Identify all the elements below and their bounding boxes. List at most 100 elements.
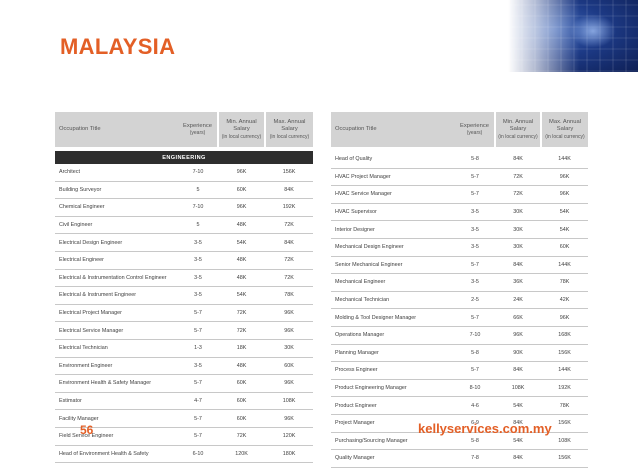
experience-cell: 7-10 xyxy=(178,198,218,217)
experience-cell: 5-7 xyxy=(178,409,218,428)
header-occupation-title: Occupation Title xyxy=(331,112,455,147)
table-row: HVAC Service Manager 5-7 72K 96K xyxy=(331,185,588,204)
experience-cell: 3-5 xyxy=(455,273,495,292)
experience-cell: 3-5 xyxy=(178,357,218,376)
table-row: HVAC Supervisor 3-5 30K 54K xyxy=(331,203,588,222)
max-salary-cell: 120K xyxy=(265,427,313,446)
min-salary-cell: 54K xyxy=(218,233,265,252)
website-link[interactable]: kellyservices.com.my xyxy=(418,421,552,436)
max-salary-cell: 78K xyxy=(541,396,588,415)
header-max-salary-label: Max. Annual Salary xyxy=(549,119,581,133)
header-min-salary-unit: (in local currency) xyxy=(221,133,262,140)
header-min-salary: Min. Annual Salary (in local currency) xyxy=(217,112,265,147)
max-salary-cell: 60K xyxy=(265,357,313,376)
min-salary-cell: 72K xyxy=(218,321,265,340)
header-max-salary: Max. Annual Salary (in local currency) xyxy=(540,112,588,147)
experience-cell: 5-7 xyxy=(178,304,218,323)
header-experience: Experience (years) xyxy=(178,112,218,147)
max-salary-cell: 72K xyxy=(265,269,313,288)
table-row: Environment Engineer 3-5 48K 60K xyxy=(55,357,313,376)
occupation-cell: Interior Designer xyxy=(331,220,455,239)
experience-cell: 5-7 xyxy=(455,185,495,204)
table-row: Purchasing/Sourcing Manager 5-8 54K 108K xyxy=(331,432,588,451)
min-salary-cell: 72K xyxy=(218,427,265,446)
corner-circuit-graphic xyxy=(508,0,638,72)
experience-cell: 3-5 xyxy=(178,269,218,288)
occupation-cell: Mechanical Technician xyxy=(331,291,455,310)
min-salary-cell: 60K xyxy=(218,181,265,200)
table-row: Product Engineer 4-6 54K 78K xyxy=(331,396,588,415)
min-salary-cell: 120K xyxy=(218,445,265,464)
max-salary-cell: 180K xyxy=(265,445,313,464)
experience-cell: 5-8 xyxy=(455,344,495,363)
occupation-cell: Quality Manager xyxy=(331,449,455,468)
min-salary-cell: 108K xyxy=(495,379,541,398)
experience-cell: 5-7 xyxy=(178,427,218,446)
occupation-cell: Product Engineering Manager xyxy=(331,379,455,398)
max-salary-cell: 84K xyxy=(265,181,313,200)
table-row: HVAC Project Manager 5-7 72K 96K xyxy=(331,168,588,187)
min-salary-cell: 90K xyxy=(495,344,541,363)
max-salary-cell: 96K xyxy=(541,308,588,327)
occupation-cell: Process Engineer xyxy=(331,361,455,380)
min-salary-cell: 84K xyxy=(495,151,541,169)
max-salary-cell: 72K xyxy=(265,251,313,270)
max-salary-cell: 156K xyxy=(541,414,588,433)
experience-cell: 3-5 xyxy=(178,233,218,252)
table-header-row: Occupation Title Experience (years) Min. … xyxy=(331,112,588,147)
table-row: Head of Quality 5-8 84K 144K xyxy=(331,151,588,169)
min-salary-cell: 48K xyxy=(218,357,265,376)
min-salary-cell: 84K xyxy=(495,449,541,468)
header-experience-unit: (years) xyxy=(189,129,206,136)
occupation-cell: Electrical Engineer xyxy=(55,251,178,270)
max-salary-cell: 54K xyxy=(541,220,588,239)
max-salary-cell: 96K xyxy=(265,374,313,393)
occupation-cell: Head of Environment Health & Safety xyxy=(55,445,178,464)
table-row: Facility Manager 5-7 60K 96K xyxy=(55,409,313,428)
occupation-cell: Architect xyxy=(55,164,178,182)
experience-cell: 4-6 xyxy=(455,396,495,415)
occupation-cell: Molding & Tool Designer Manager xyxy=(331,308,455,327)
page-title: MALAYSIA xyxy=(60,34,176,59)
experience-cell: 3-5 xyxy=(455,203,495,222)
experience-cell: 5-7 xyxy=(455,361,495,380)
occupation-cell: Environment Health & Safety Manager xyxy=(55,374,178,393)
max-salary-cell: 96K xyxy=(541,185,588,204)
header-experience-unit: (years) xyxy=(466,129,483,136)
min-salary-cell: 18K xyxy=(218,339,265,358)
max-salary-cell: 144K xyxy=(541,256,588,275)
table-row: Electrical & Instrumentation Control Eng… xyxy=(55,269,313,288)
header-experience-label: Experience xyxy=(182,122,212,129)
corner-glow xyxy=(570,14,616,48)
min-salary-cell: 72K xyxy=(495,185,541,204)
experience-cell: 3-5 xyxy=(178,251,218,270)
occupation-cell: Purchasing/Sourcing Manager xyxy=(331,432,455,451)
occupation-cell: Product Engineer xyxy=(331,396,455,415)
occupation-cell: Head of Quality xyxy=(331,151,455,169)
occupation-cell: Mechanical Design Engineer xyxy=(331,238,455,257)
experience-cell: 5-8 xyxy=(455,151,495,169)
max-salary-cell: 54K xyxy=(541,203,588,222)
min-salary-cell: 72K xyxy=(495,168,541,187)
min-salary-cell: 96K xyxy=(218,164,265,182)
min-salary-cell: 48K xyxy=(218,216,265,235)
min-salary-cell: 30K xyxy=(495,238,541,257)
occupation-cell: Chemical Engineer xyxy=(55,198,178,217)
min-salary-cell: 30K xyxy=(495,203,541,222)
section-header-row: ENGINEERING xyxy=(55,151,313,164)
table-row: Building Surveyor 5 60K 84K xyxy=(55,181,313,200)
header-experience: Experience (years) xyxy=(455,112,495,147)
experience-cell: 5-7 xyxy=(455,256,495,275)
min-salary-cell: 36K xyxy=(495,273,541,292)
max-salary-cell: 96K xyxy=(265,304,313,323)
experience-cell: 6-10 xyxy=(178,445,218,464)
table-row: Electrical Project Manager 5-7 72K 96K xyxy=(55,304,313,323)
max-salary-cell: 84K xyxy=(265,233,313,252)
occupation-cell: HVAC Service Manager xyxy=(331,185,455,204)
occupation-cell: Civil Engineer xyxy=(55,216,178,235)
min-salary-cell: 60K xyxy=(218,374,265,393)
experience-cell: 8-10 xyxy=(455,379,495,398)
occupation-cell: Senior Mechanical Engineer xyxy=(331,256,455,275)
max-salary-cell: 60K xyxy=(541,238,588,257)
experience-cell: 3-5 xyxy=(455,220,495,239)
